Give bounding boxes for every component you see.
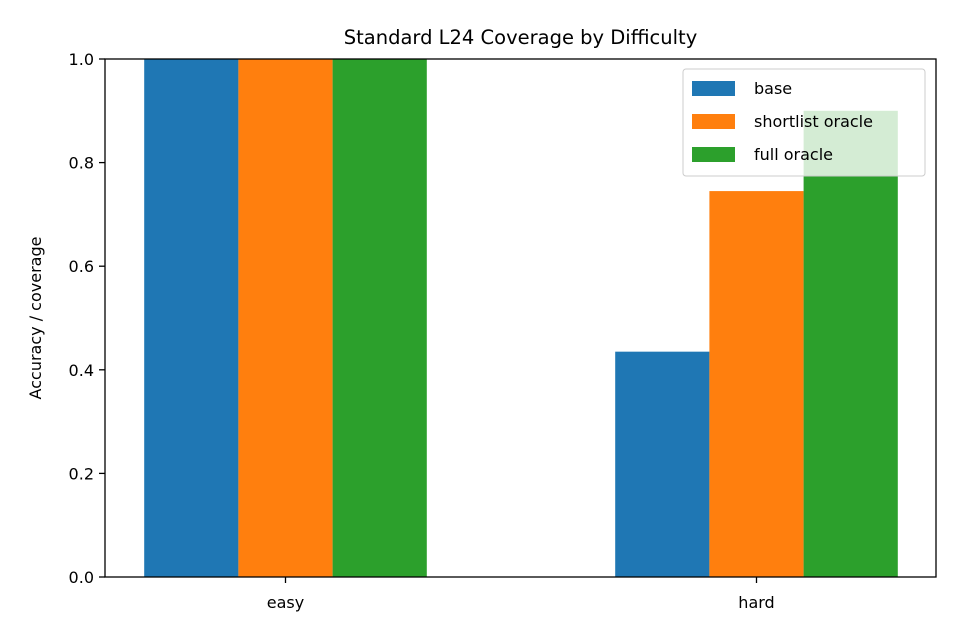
y-tick-label: 0.0 [69, 568, 94, 587]
x-axis-ticks: easy hard [267, 577, 775, 612]
bar-easy-0 [144, 59, 239, 577]
chart-title: Standard L24 Coverage by Difficulty [344, 26, 698, 49]
legend-box [682, 68, 926, 177]
legend-swatch [692, 147, 735, 162]
bar-hard-1 [709, 191, 804, 577]
y-tick-label: 1.0 [69, 50, 94, 69]
legend-label: base [754, 79, 792, 98]
legend: base shortlist oracle full oracle [682, 68, 926, 177]
bar-easy-1 [238, 59, 333, 577]
x-tick-label: hard [738, 593, 774, 612]
y-axis-ticks: 0.0 0.2 0.4 0.6 0.8 1.0 [69, 50, 105, 587]
plot-frame [104, 58, 937, 578]
y-tick-label: 0.4 [69, 361, 94, 380]
legend-label: full oracle [754, 145, 833, 164]
legend-swatch [692, 114, 735, 129]
bars-group [144, 59, 898, 578]
x-tick-label: easy [267, 593, 304, 612]
bar-easy-2 [332, 59, 427, 577]
legend-label: shortlist oracle [754, 112, 873, 131]
y-tick-label: 0.8 [69, 154, 94, 173]
bar-hard-2 [803, 110, 898, 578]
y-tick-label: 0.6 [69, 257, 94, 276]
bar-hard-0 [615, 351, 710, 577]
legend-swatch [692, 81, 735, 96]
y-tick-label: 0.2 [69, 464, 94, 483]
y-axis-label: Accuracy / coverage [26, 237, 45, 400]
